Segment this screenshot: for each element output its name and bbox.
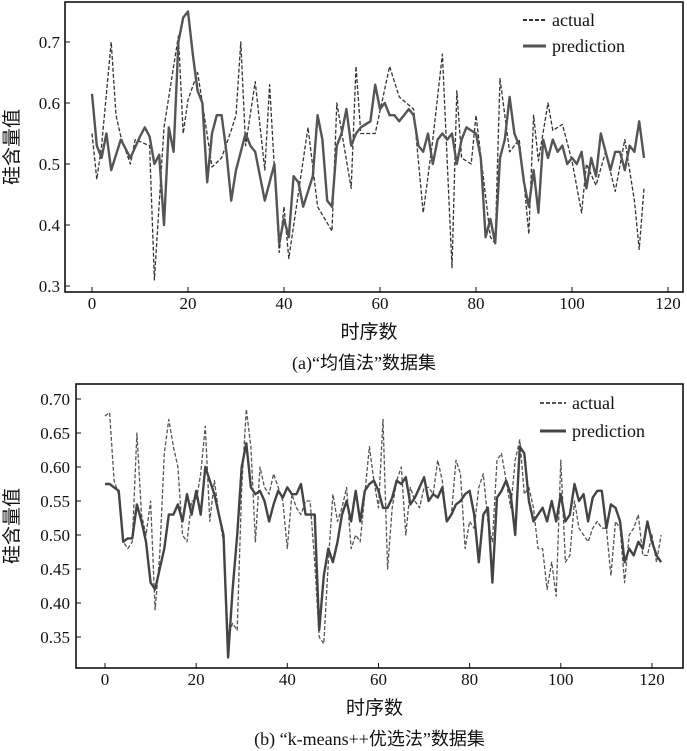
y-axis-label: 硅含量值 bbox=[1, 488, 23, 564]
legend-label-actual: actual bbox=[552, 10, 595, 30]
chart-panel-b: 0 20 40 60 80 100 120 0.35 0.40 0.45 0.50 0.55 0.60 0… bbox=[1, 383, 684, 750]
series-line-actual bbox=[91, 35, 645, 281]
y-tick-label: 0.5 bbox=[39, 155, 60, 174]
x-tick-label: 0 bbox=[88, 294, 97, 313]
y-tick-label: 0.70 bbox=[40, 390, 70, 409]
x-tick-label: 20 bbox=[188, 670, 205, 689]
x-tick-label: 60 bbox=[372, 294, 389, 313]
x-tick-label: 0 bbox=[101, 670, 110, 689]
x-tick-label: 40 bbox=[276, 294, 293, 313]
plot-frame bbox=[64, 1, 684, 293]
y-tick-label: 0.35 bbox=[40, 628, 70, 647]
chart-panel-a: 0 20 40 60 80 100 120 0.3 0.4 0.5 0.6 0.7 actual pred… bbox=[1, 1, 684, 374]
x-axis-label: 时序数 bbox=[340, 321, 397, 343]
chart-caption: (a)“均值法”数据集 bbox=[292, 353, 436, 374]
x-tick-label: 120 bbox=[639, 670, 665, 689]
legend-label-actual: actual bbox=[572, 393, 615, 413]
y-tick-label: 0.65 bbox=[40, 424, 70, 443]
x-tick-label: 100 bbox=[559, 294, 585, 313]
chart-caption: (b) “k-means++优选法”数据集 bbox=[254, 729, 485, 750]
legend-label-prediction: prediction bbox=[552, 36, 625, 56]
y-tick-label: 0.40 bbox=[40, 594, 70, 613]
y-tick-label: 0.4 bbox=[39, 216, 61, 235]
y-tick-label: 0.3 bbox=[39, 277, 60, 296]
y-tick-label: 0.6 bbox=[39, 94, 60, 113]
y-tick-label: 0.60 bbox=[40, 458, 70, 477]
y-tick-label: 0.7 bbox=[39, 33, 61, 52]
x-tick-label: 120 bbox=[655, 294, 681, 313]
x-tick-label: 100 bbox=[548, 670, 574, 689]
y-tick-label: 0.50 bbox=[40, 526, 70, 545]
x-tick-label: 20 bbox=[180, 294, 197, 313]
x-tick-label: 60 bbox=[370, 670, 387, 689]
x-tick-label: 40 bbox=[279, 670, 296, 689]
y-axis-label: 硅含量值 bbox=[1, 109, 23, 185]
x-tick-label: 80 bbox=[468, 294, 485, 313]
series-line-prediction bbox=[90, 10, 646, 245]
x-tick-label: 80 bbox=[461, 670, 478, 689]
series-line-actual bbox=[104, 408, 662, 645]
legend-label-prediction: prediction bbox=[572, 421, 645, 441]
plot-frame bbox=[75, 383, 684, 669]
x-axis-label: 时序数 bbox=[346, 697, 403, 719]
y-tick-label: 0.55 bbox=[40, 492, 70, 511]
series-line-prediction bbox=[105, 442, 663, 659]
y-tick-label: 0.45 bbox=[40, 560, 70, 579]
